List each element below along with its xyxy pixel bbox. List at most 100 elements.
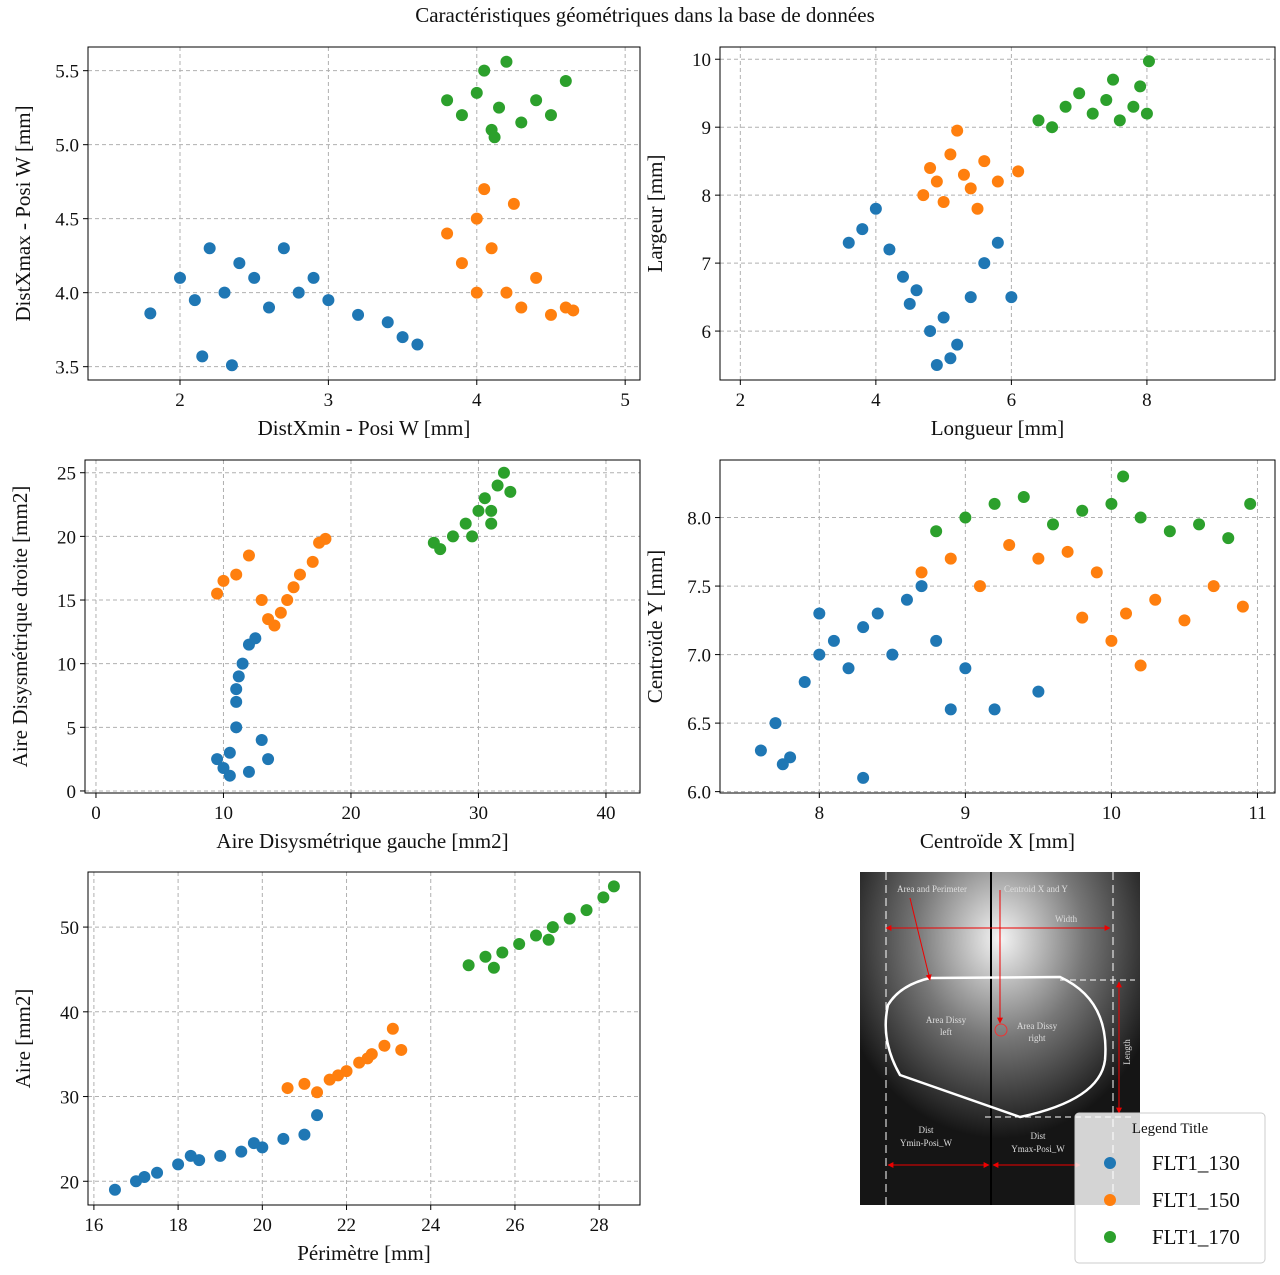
point (951, 124, 964, 137)
point (196, 350, 209, 363)
y-tick-label: 3.5 (55, 358, 79, 379)
point (108, 1183, 121, 1196)
x-tick-label: 2 (175, 390, 185, 411)
point (233, 257, 246, 270)
x-tick-label: 6 (1007, 390, 1017, 411)
point (151, 1166, 164, 1179)
point (944, 552, 957, 565)
point (247, 1137, 260, 1150)
y-tick-label: 5.5 (55, 62, 79, 83)
point (1061, 545, 1074, 558)
point (352, 308, 365, 321)
x-tick-label: 5 (620, 390, 630, 411)
point (263, 301, 276, 314)
point (230, 721, 243, 734)
point (937, 311, 950, 324)
point (332, 1069, 345, 1082)
x-tick-label: 16 (84, 1215, 103, 1236)
point (217, 574, 230, 587)
x-axis-label: Longueur [mm] (931, 416, 1065, 440)
point (500, 55, 513, 68)
point (230, 568, 243, 581)
point (497, 466, 510, 479)
y-tick-label: 50 (60, 918, 79, 939)
x-tick-label: 18 (169, 1215, 188, 1236)
plot-frame (719, 459, 1276, 794)
point (242, 765, 255, 778)
x-axis-label: Périmètre [mm] (297, 1241, 431, 1265)
point (1105, 634, 1118, 647)
y-axis-label: Aire Disysmétrique droite [mm2] (8, 486, 32, 768)
y-tick-label: 10 (692, 50, 711, 71)
point (472, 504, 485, 517)
plot-frame (87, 871, 641, 1206)
point (1003, 538, 1016, 551)
point (478, 183, 491, 196)
legend-box (1074, 1112, 1266, 1264)
diagram-label: Area Dissy (1017, 1021, 1058, 1031)
point (504, 485, 517, 498)
point (1127, 100, 1140, 113)
x-tick-label: 26 (505, 1215, 524, 1236)
point (298, 1077, 311, 1090)
point (203, 242, 216, 255)
point (971, 202, 984, 215)
point (827, 634, 840, 647)
point (559, 75, 572, 88)
point (915, 566, 928, 579)
point (298, 1128, 311, 1141)
point (459, 517, 472, 530)
point (441, 227, 454, 240)
diagram-label: Length (1122, 1039, 1132, 1065)
point (951, 338, 964, 351)
point (144, 307, 157, 320)
point (1134, 511, 1147, 524)
x-tick-label: 8 (1142, 390, 1152, 411)
y-tick-label: 40 (60, 1003, 79, 1024)
point (1090, 566, 1103, 579)
y-tick-label: 8 (702, 186, 712, 207)
point (396, 331, 409, 344)
point (607, 880, 620, 893)
point (910, 284, 923, 297)
point (530, 94, 543, 107)
point (1140, 107, 1153, 120)
diagram-label: Width (1055, 914, 1078, 924)
legend-label: FLT1_170 (1152, 1225, 1240, 1249)
x-tick-label: 4 (871, 390, 881, 411)
point (488, 131, 501, 144)
point (842, 662, 855, 675)
diagram-label: right (1029, 1033, 1046, 1043)
point (381, 316, 394, 329)
point (434, 543, 447, 556)
legend: Legend Title FLT1_130 FLT1_150 FLT1_170 (1074, 1112, 1266, 1264)
y-axis-label: DistXmax - Posi W [mm] (11, 105, 35, 321)
point (478, 492, 491, 505)
point (281, 1082, 294, 1095)
point (386, 1022, 399, 1035)
point (211, 587, 224, 600)
point (455, 109, 468, 122)
point (1105, 497, 1118, 510)
x-tick-label: 10 (214, 803, 233, 824)
point (1120, 607, 1133, 620)
point (530, 271, 543, 284)
point (223, 769, 236, 782)
y-tick-label: 30 (60, 1088, 79, 1109)
point (903, 297, 916, 310)
point (959, 511, 972, 524)
point (491, 479, 504, 492)
point (485, 242, 498, 255)
point (1076, 504, 1089, 517)
point (466, 530, 479, 543)
point (378, 1039, 391, 1052)
point (930, 359, 943, 372)
plot-frame (719, 46, 1276, 381)
point (281, 594, 294, 607)
point (292, 286, 305, 299)
legend-marker (1104, 1157, 1116, 1169)
point (964, 291, 977, 304)
point (287, 581, 300, 594)
point (991, 236, 1004, 249)
x-tick-label: 28 (590, 1215, 609, 1236)
